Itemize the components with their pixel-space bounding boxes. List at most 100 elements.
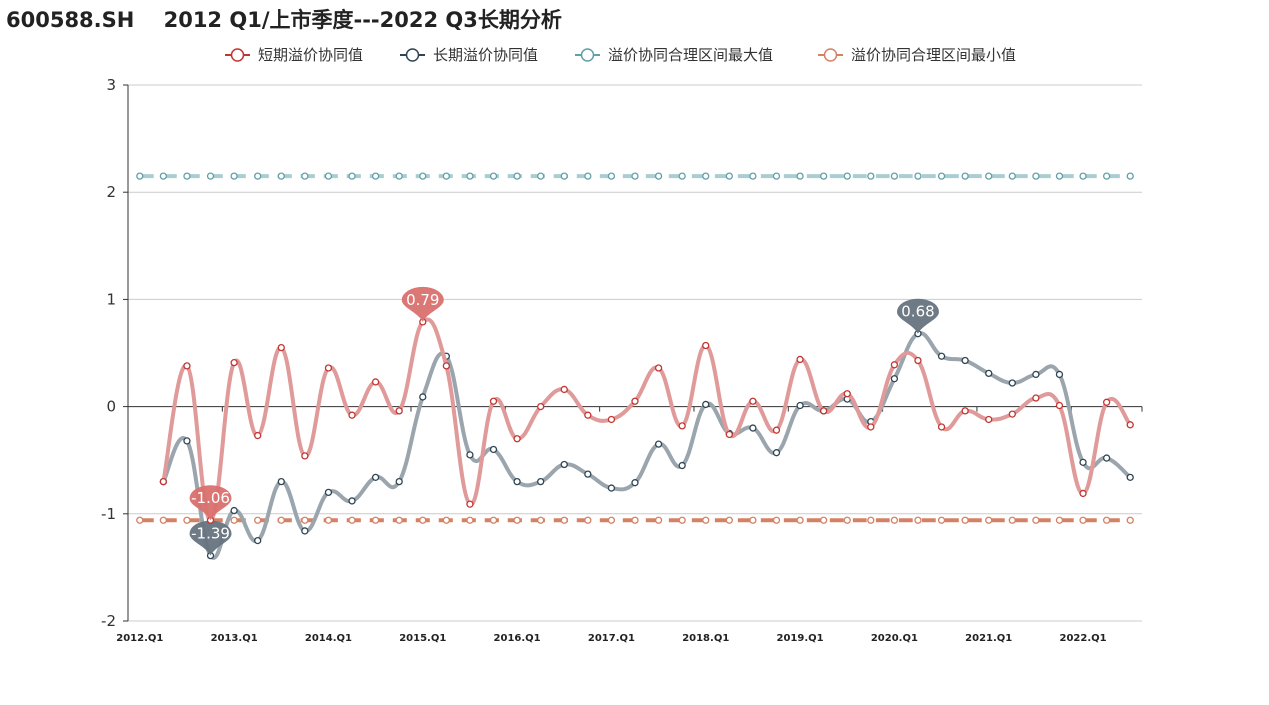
data-point (890, 172, 899, 180)
data-point (937, 516, 946, 524)
data-point (937, 172, 946, 180)
data-point (985, 415, 993, 424)
data-point (631, 172, 639, 180)
y-tick-label: -1 (101, 505, 116, 523)
data-point (560, 516, 568, 524)
data-point (702, 516, 710, 524)
data-point (654, 172, 663, 180)
data-point (395, 477, 403, 486)
data-point (254, 172, 262, 180)
data-point (749, 516, 757, 524)
data-point (961, 356, 969, 365)
x-tick-label: 2021.Q1 (965, 633, 1012, 644)
data-point (1055, 172, 1064, 180)
data-point (796, 355, 804, 364)
data-point (820, 407, 828, 415)
series-1: 0.68 -1.39 (159, 298, 1134, 560)
data-point (584, 516, 592, 524)
data-point (183, 516, 191, 524)
mark-pin-max (401, 286, 444, 322)
data-point (1055, 516, 1064, 524)
data-point (183, 437, 191, 445)
data-point (371, 516, 380, 524)
data-point (772, 172, 781, 180)
data-point (678, 422, 686, 430)
data-point (466, 500, 474, 508)
data-point (254, 536, 262, 545)
data-point (654, 364, 663, 372)
series-line (161, 331, 1132, 560)
x-tick-label: 2013.Q1 (211, 633, 258, 644)
data-point (867, 172, 875, 180)
data-point (725, 516, 733, 524)
data-point (277, 477, 285, 486)
data-point (890, 361, 899, 369)
legend-item[interactable]: 长期溢价协同值 (400, 46, 538, 64)
data-point (513, 516, 521, 524)
data-point (796, 401, 804, 410)
data-point (961, 516, 969, 524)
data-point (985, 172, 993, 180)
data-point (371, 378, 380, 386)
legend-item[interactable]: 短期溢价协同值 (225, 46, 363, 64)
mark-label-min: -1.06 (191, 489, 230, 507)
data-point (419, 516, 427, 524)
data-point (1008, 410, 1016, 418)
data-point (277, 172, 285, 180)
x-tick-label: 2017.Q1 (588, 633, 635, 644)
data-point (1055, 401, 1064, 410)
data-point (843, 172, 851, 180)
x-tick-label: 2018.Q1 (682, 633, 729, 644)
mark-label-max: 0.79 (406, 291, 439, 309)
data-point (1126, 516, 1134, 524)
data-point (395, 407, 403, 415)
data-point (607, 516, 616, 524)
chart-title: 600588.SH 2012 Q1/上市季度---2022 Q3长期分析 (6, 8, 562, 32)
data-point (183, 362, 191, 370)
series-0: 0.79 -1.06 (159, 286, 1134, 524)
legend-item[interactable]: 溢价协同合理区间最小值 (818, 46, 1016, 64)
y-tick-label: 2 (106, 183, 116, 201)
legend-circle-icon (405, 48, 420, 62)
data-point (843, 390, 851, 398)
series-3 (136, 516, 1134, 524)
data-point (937, 352, 946, 360)
data-point (560, 460, 568, 469)
data-point (1079, 458, 1087, 466)
data-point (914, 172, 922, 180)
x-tick-label: 2016.Q1 (494, 633, 541, 644)
series-2 (136, 172, 1134, 180)
data-point (442, 172, 450, 180)
data-point (843, 516, 851, 524)
data-point (772, 449, 781, 457)
data-point (725, 172, 733, 180)
data-point (419, 393, 427, 401)
data-point (749, 424, 757, 432)
data-point (419, 172, 427, 180)
data-point (937, 423, 946, 431)
data-point (159, 516, 168, 524)
legend-circle-icon (230, 48, 245, 62)
data-point (584, 470, 592, 478)
data-point (537, 402, 545, 411)
data-point (230, 506, 238, 515)
data-point (206, 172, 215, 180)
y-tick-label: 3 (106, 76, 116, 94)
data-point (159, 477, 168, 486)
data-point (1126, 172, 1134, 180)
data-point (914, 516, 922, 524)
data-point (702, 341, 710, 350)
legend-item[interactable]: 溢价协同合理区间最大值 (575, 46, 773, 64)
legend-label: 长期溢价协同值 (433, 46, 538, 64)
legend-circle-icon (580, 48, 595, 62)
data-point (1032, 394, 1040, 402)
data-point (1102, 398, 1111, 406)
data-point (1008, 379, 1016, 387)
data-point (749, 172, 757, 180)
data-point (537, 172, 545, 180)
data-point (1055, 370, 1064, 379)
data-point (489, 172, 498, 180)
data-point (277, 516, 285, 524)
legend-circle-icon (823, 48, 838, 62)
